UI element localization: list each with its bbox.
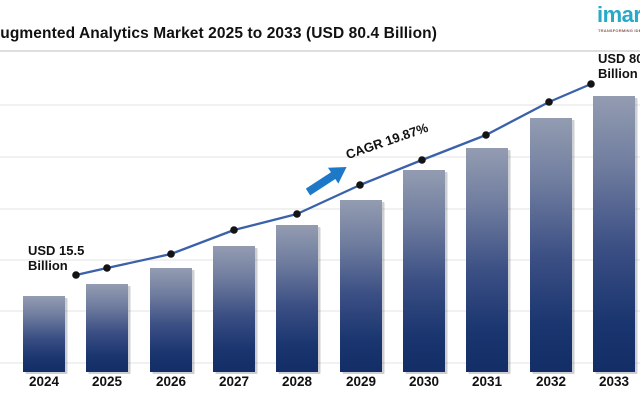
trend-marker-2032 — [545, 98, 553, 106]
imarc-logo-tagline: TRANSFORMING IDEAS INTO — [598, 28, 640, 33]
trend-marker-2025 — [103, 264, 111, 272]
bar-2024 — [23, 296, 65, 372]
chart-title: Augmented Analytics Market 2025 to 2033 … — [0, 25, 437, 42]
end-value-line1: USD 80.4 — [598, 51, 640, 66]
end-value-annotation: USD 80.4 Billion — [598, 51, 640, 81]
bar-2026 — [150, 268, 192, 372]
trend-marker-2026 — [167, 250, 175, 258]
x-axis-label-2029: 2029 — [345, 374, 377, 389]
x-axis-label-2025: 2025 — [91, 374, 123, 389]
x-axis-label-2031: 2031 — [471, 374, 503, 389]
trend-marker-2028 — [293, 210, 301, 218]
bar-2032 — [530, 118, 572, 372]
bar-2028 — [276, 225, 318, 372]
bar-2027 — [213, 246, 255, 372]
bar-2033 — [593, 96, 635, 372]
start-value-annotation: USD 15.5 Billion — [28, 243, 84, 273]
x-axis-label-2028: 2028 — [281, 374, 313, 389]
x-axis-label-2027: 2027 — [218, 374, 250, 389]
trend-marker-2030 — [418, 156, 426, 164]
bar-2025 — [86, 284, 128, 372]
x-axis-label-2033: 2033 — [598, 374, 630, 389]
start-value-line2: Billion — [28, 258, 68, 273]
trend-marker-2029 — [356, 181, 364, 189]
trend-line — [74, 82, 593, 277]
bar-2030 — [403, 170, 445, 372]
imarc-logo: imarc — [597, 2, 640, 27]
trend-marker-2027 — [230, 226, 238, 234]
trend-marker-2033 — [587, 80, 595, 88]
end-value-line2: Billion — [598, 65, 638, 81]
x-axis-label-2024: 2024 — [28, 374, 60, 389]
x-axis-label-2030: 2030 — [408, 374, 440, 389]
trend-marker-2031 — [482, 131, 490, 139]
trend-marker-2024 — [72, 271, 80, 279]
start-value-line1: USD 15.5 — [28, 243, 85, 258]
x-axis-label-2026: 2026 — [155, 374, 187, 389]
x-axis-label-2032: 2032 — [535, 374, 567, 389]
bar-2031 — [466, 148, 508, 372]
bar-2029 — [340, 200, 382, 372]
cagr-arrow-icon — [305, 166, 347, 196]
